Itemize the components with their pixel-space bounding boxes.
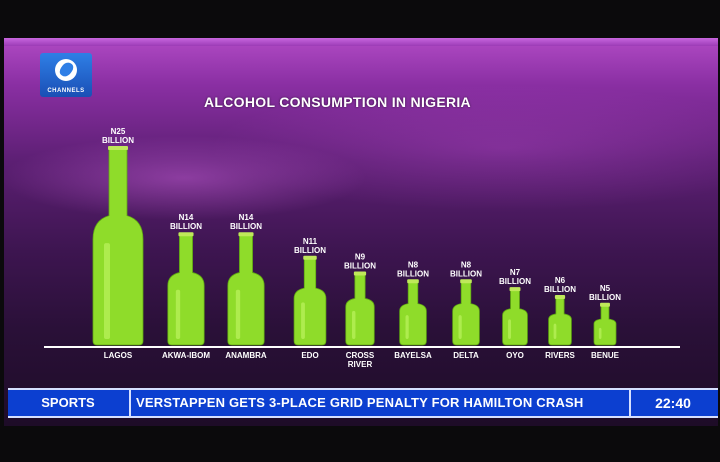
value-unit-label: BILLION <box>397 269 429 278</box>
value-label: N25 <box>111 127 126 136</box>
value-unit-label: BILLION <box>102 136 134 145</box>
bottle-highlight <box>405 315 409 339</box>
value-unit-label: BILLION <box>294 246 326 255</box>
bottle-highlight <box>104 243 110 339</box>
bottle-cap <box>460 279 472 284</box>
bottle-cap <box>303 255 317 260</box>
ticker-divider <box>129 390 131 416</box>
value-unit-label: BILLION <box>499 277 531 286</box>
tv-screen: CHANNELS ALCOHOL CONSUMPTION IN NIGERIA … <box>4 38 718 426</box>
bottle-highlight <box>508 319 512 339</box>
chart-bars: N25BILLIONLAGOSN14BILLIONAKWA-IBOMN14BIL… <box>92 127 621 369</box>
bottle-cap <box>108 146 128 150</box>
bottle-body <box>502 289 528 346</box>
bottle-chart: N25BILLIONLAGOSN14BILLIONAKWA-IBOMN14BIL… <box>44 127 680 369</box>
channel-logo: CHANNELS <box>40 53 92 97</box>
bottle-highlight <box>598 327 602 339</box>
value-unit-label: BILLION <box>544 285 576 294</box>
value-label: N11 <box>303 237 318 246</box>
bottle-highlight <box>175 289 181 339</box>
value-unit-label: BILLION <box>230 222 262 231</box>
bottle-body <box>92 148 144 346</box>
value-label: N14 <box>239 213 254 222</box>
bottle-body <box>227 234 265 346</box>
logo-text: CHANNELS <box>47 88 85 94</box>
bottle-highlight <box>301 302 305 339</box>
ticker-headline: VERSTAPPEN GETS 3-PLACE GRID PENALTY FOR… <box>136 395 584 410</box>
bottle-cap <box>509 287 521 292</box>
category-label: BENUE <box>591 351 620 360</box>
logo-mark-icon <box>55 59 77 81</box>
bottle-body <box>399 281 427 346</box>
ticker-divider <box>629 390 631 416</box>
bottle-body <box>452 281 480 346</box>
category-label: DELTA <box>453 351 479 360</box>
value-unit-label: BILLION <box>589 293 621 302</box>
bottle-highlight <box>235 289 241 339</box>
bottle-body <box>167 234 205 346</box>
bottle-cap <box>600 302 610 307</box>
value-label: N8 <box>408 260 419 269</box>
bottle-cap <box>407 279 419 284</box>
bottle-body <box>345 274 375 346</box>
value-label: N5 <box>600 284 611 293</box>
category-label: BAYELSA <box>394 351 432 360</box>
bottle-highlight <box>553 323 557 339</box>
bottle-body <box>593 305 617 346</box>
category-label: RIVERS <box>545 351 575 360</box>
category-label: RIVER <box>348 360 373 369</box>
value-label: N14 <box>179 213 194 222</box>
value-unit-label: BILLION <box>344 261 376 270</box>
category-label: AKWA-IBOM <box>162 351 210 360</box>
bottle-highlight <box>352 310 356 339</box>
category-label: EDO <box>301 351 318 360</box>
category-label: CROSS <box>346 351 375 360</box>
bottle-cap <box>554 294 566 299</box>
bottle-highlight <box>458 315 462 339</box>
value-unit-label: BILLION <box>170 222 202 231</box>
category-label: ANAMBRA <box>225 351 267 360</box>
category-label: OYO <box>506 351 524 360</box>
bottle-body <box>548 297 572 346</box>
value-unit-label: BILLION <box>450 269 482 278</box>
bottle-body <box>293 258 327 346</box>
category-label: LAGOS <box>104 351 133 360</box>
value-label: N6 <box>555 276 566 285</box>
value-label: N9 <box>355 252 366 261</box>
bottle-cap <box>178 232 194 237</box>
value-label: N8 <box>461 260 472 269</box>
bottle-cap <box>238 232 254 237</box>
ticker-section-label: SPORTS <box>41 395 95 410</box>
screen-top-border <box>4 38 718 46</box>
bottle-cap <box>353 271 367 276</box>
news-ticker: SPORTS VERSTAPPEN GETS 3-PLACE GRID PENA… <box>8 388 718 418</box>
chart-title: ALCOHOL CONSUMPTION IN NIGERIA <box>204 94 471 110</box>
ticker-time: 22:40 <box>655 395 691 411</box>
value-label: N7 <box>510 268 521 277</box>
